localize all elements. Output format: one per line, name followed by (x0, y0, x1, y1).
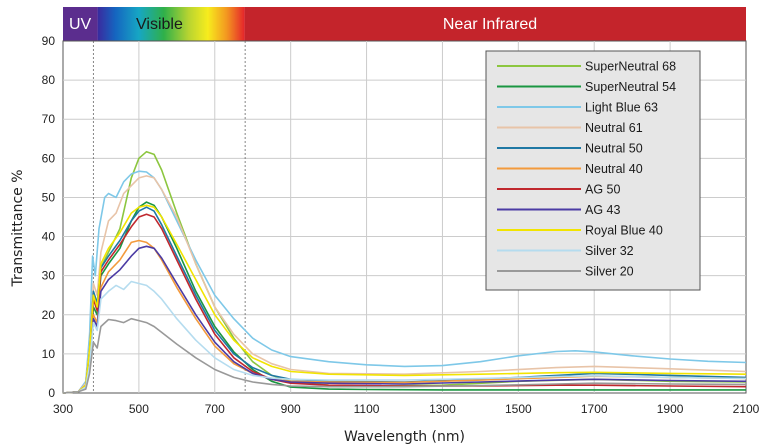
y-tick-label: 20 (42, 308, 56, 322)
legend-label: AG 43 (585, 203, 620, 217)
y-tick-label: 60 (42, 151, 56, 165)
y-tick-labels: 0 10 20 30 40 50 60 70 80 90 (42, 34, 56, 400)
series-line (62, 204, 747, 394)
y-axis-label: Transmittance % (10, 169, 26, 287)
y-tick-label: 40 (42, 230, 56, 244)
legend-label: SuperNeutral 54 (585, 80, 676, 94)
y-tick-label: 0 (48, 386, 55, 400)
y-tick-label: 10 (42, 347, 56, 361)
x-tick-label: 1100 (354, 402, 380, 416)
legend-label: AG 50 (585, 183, 620, 197)
series-line (62, 201, 746, 394)
band-dividers (92, 41, 246, 393)
y-tick-label: 50 (42, 190, 56, 204)
x-tick-label: 500 (129, 402, 149, 416)
x-tick-label: 2100 (733, 402, 760, 416)
series-line (62, 245, 747, 394)
series-line (62, 175, 747, 394)
visible-band-label: Visible (136, 16, 183, 33)
series-line (62, 280, 747, 394)
legend-label: SuperNeutral 68 (585, 60, 676, 74)
legend-label: Light Blue 63 (585, 101, 658, 115)
x-tick-label: 1300 (429, 402, 456, 416)
y-tick-label: 70 (42, 112, 56, 126)
legend-label: Neutral 50 (585, 142, 643, 156)
visible-band (97, 7, 245, 41)
x-tick-labels: 300 500 700 900 1100 1300 1500 1700 1900 2100 (53, 402, 760, 416)
x-tick-label: 1500 (505, 402, 532, 416)
series-lines (62, 150, 747, 394)
nir-band (244, 7, 746, 41)
x-tick-label: 1900 (657, 402, 684, 416)
series-line (62, 239, 747, 394)
series-line (62, 170, 747, 394)
spectrum-band: UV Visible Near Infrared (63, 7, 746, 41)
x-tick-label: 900 (281, 402, 301, 416)
legend-items: SuperNeutral 68 SuperNeutral 54 Light Blue… (497, 60, 676, 279)
x-tick-label: 300 (53, 402, 73, 416)
legend-label: Silver 20 (585, 265, 634, 279)
legend-label: Silver 32 (585, 244, 634, 258)
legend-label: Neutral 61 (585, 121, 643, 135)
uv-band-label: UV (69, 16, 92, 33)
legend-box (485, 50, 701, 291)
uv-band (63, 7, 98, 41)
y-tick-label: 80 (42, 73, 56, 87)
x-tick-label: 1700 (581, 402, 608, 416)
legend-label: Royal Blue 40 (585, 224, 663, 238)
y-tick-label: 30 (42, 269, 56, 283)
y-tick-label: 90 (42, 34, 56, 48)
nir-band-label: Near Infrared (443, 16, 537, 33)
series-line (62, 317, 747, 394)
legend: SuperNeutral 68 SuperNeutral 54 Light Blue… (485, 50, 701, 291)
x-axis-label: Wavelength (nm) (344, 429, 465, 445)
legend-label: Neutral 40 (585, 162, 643, 176)
x-tick-label: 700 (205, 402, 225, 416)
